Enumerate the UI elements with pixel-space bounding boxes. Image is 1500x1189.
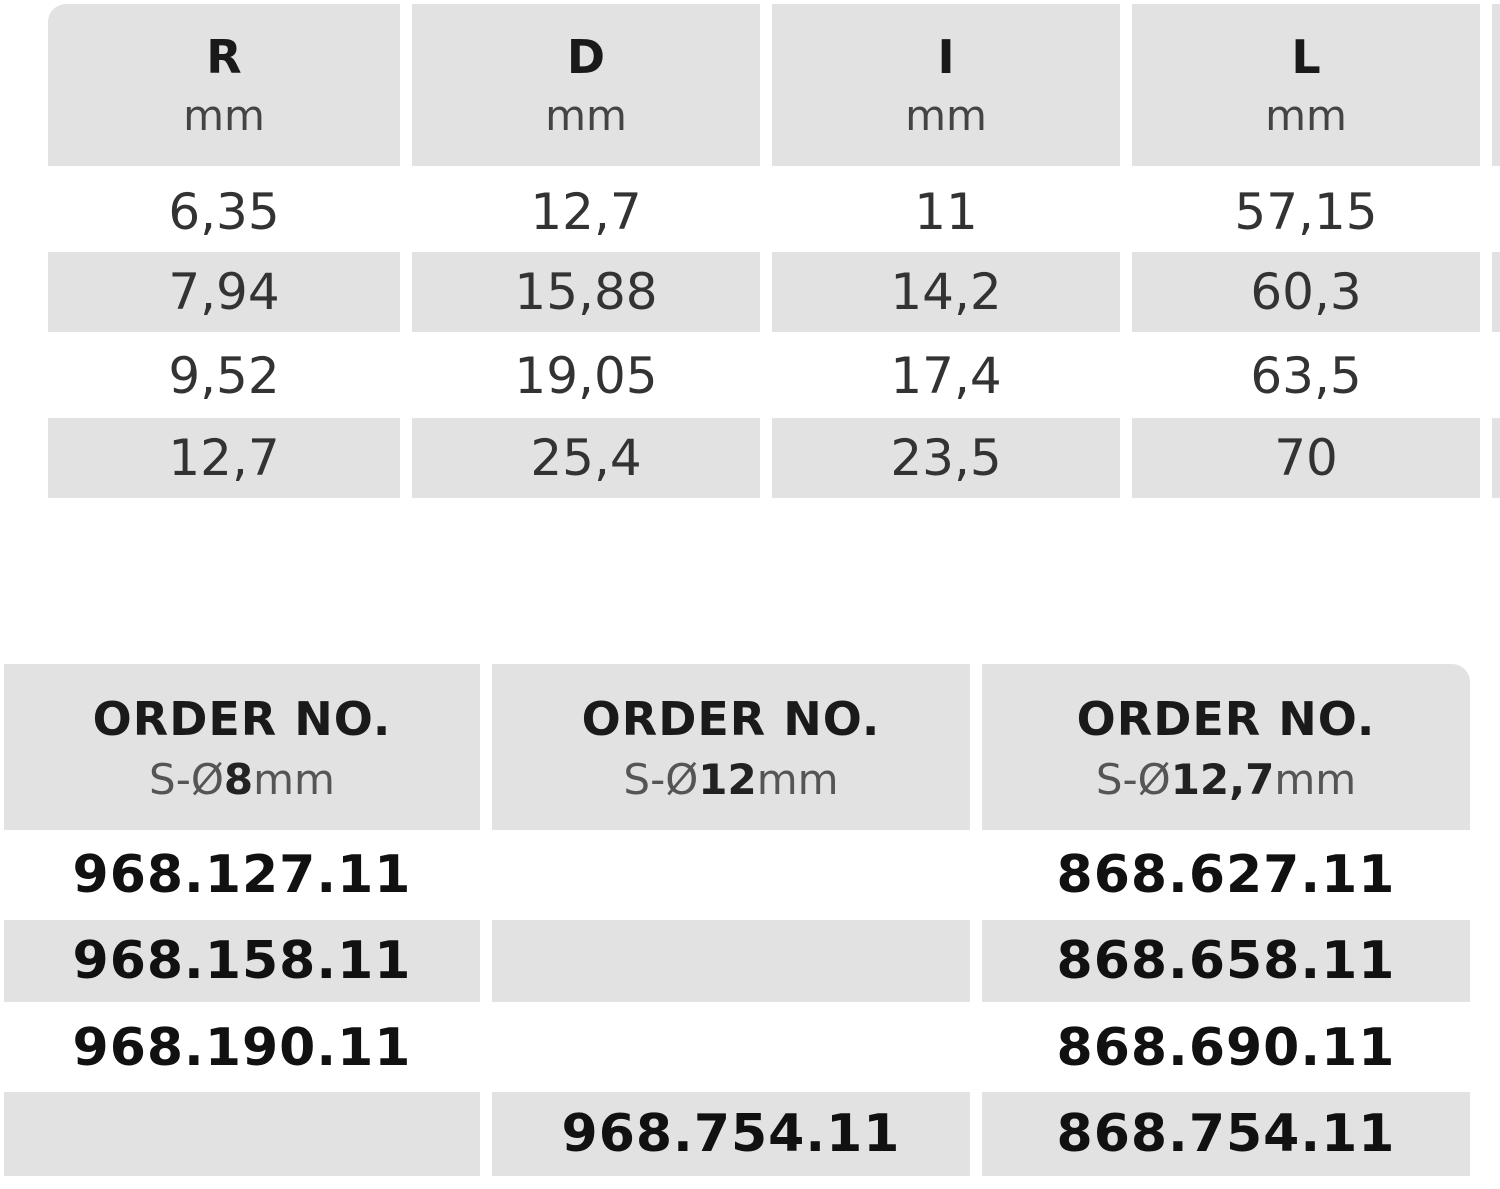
header-unit: mm [545, 91, 627, 140]
header-unit: mm [183, 91, 265, 140]
table-cell: 868.690.11 [982, 1006, 1470, 1090]
cell-value: 14,2 [890, 263, 1002, 321]
header-label: ORDER NO. [1076, 692, 1376, 746]
header-label: I [937, 30, 955, 84]
unit-suffix: mm [756, 755, 839, 804]
header-unit: S-Ø12mm [623, 752, 838, 808]
table-cell: 57,15 [1132, 174, 1480, 250]
order-number: 868.754.11 [1056, 1104, 1396, 1164]
table-cell: 868.754.11 [982, 1092, 1470, 1176]
header-cell: ORDER NO. S-Ø12mm [492, 664, 970, 830]
cell-value: 12,7 [168, 429, 280, 487]
table-cell: 63,5 [1132, 338, 1480, 414]
unit-prefix: S-Ø [623, 755, 699, 804]
order-number: 968.127.11 [72, 845, 412, 905]
unit-size: 8 [223, 755, 254, 804]
cell-value: 25,4 [530, 429, 642, 487]
header-label: ORDER NO. [92, 692, 392, 746]
header-unit: mm [1265, 91, 1347, 140]
header-unit: mm [905, 91, 987, 140]
table-cell: 868.627.11 [982, 838, 1470, 912]
cell-value: 60,3 [1250, 263, 1362, 321]
table-cell [492, 1006, 970, 1090]
table-cell: 968.127.11 [4, 838, 480, 912]
cell-edge [1492, 418, 1500, 498]
cell-value: 15,88 [514, 263, 658, 321]
unit-prefix: S-Ø [1095, 755, 1171, 804]
cell-value: 23,5 [890, 429, 1002, 487]
order-number: 868.627.11 [1056, 845, 1396, 905]
order-number: 968.754.11 [561, 1104, 901, 1164]
unit-size: 12,7 [1170, 755, 1275, 804]
order-number: 968.158.11 [72, 931, 412, 991]
table-cell: 25,4 [412, 418, 760, 498]
table-cell: 968.158.11 [4, 920, 480, 1002]
table-cell: 11 [772, 174, 1120, 250]
table-cell: 968.190.11 [4, 1006, 480, 1090]
table-cell: 968.754.11 [492, 1092, 970, 1176]
cell-value: 63,5 [1250, 347, 1362, 405]
table-cell [492, 920, 970, 1002]
cell-value: 17,4 [890, 347, 1002, 405]
table-cell: 9,52 [48, 338, 400, 414]
header-label: L [1291, 30, 1321, 84]
order-number: 868.690.11 [1056, 1018, 1396, 1078]
header-cell: ORDER NO. S-Ø8mm [4, 664, 480, 830]
table-cell: 12,7 [48, 418, 400, 498]
unit-size: 12 [698, 755, 757, 804]
unit-suffix: mm [1274, 755, 1357, 804]
header-unit: S-Ø8mm [149, 752, 335, 808]
order-number: 868.658.11 [1056, 931, 1396, 991]
unit-prefix: S-Ø [149, 755, 224, 804]
table-cell: 12,7 [412, 174, 760, 250]
table-cell: 23,5 [772, 418, 1120, 498]
table-cell: 868.658.11 [982, 920, 1470, 1002]
table-cell: 7,94 [48, 252, 400, 332]
table-cell: 15,88 [412, 252, 760, 332]
cell-value: 70 [1274, 429, 1338, 487]
table-cell: 6,35 [48, 174, 400, 250]
header-label: ORDER NO. [581, 692, 881, 746]
header-label: R [206, 30, 242, 84]
cell-value: 6,35 [168, 183, 280, 241]
header-label: D [566, 30, 606, 84]
table-cell: 19,05 [412, 338, 760, 414]
cell-value: 9,52 [168, 347, 280, 405]
cell-value: 7,94 [168, 263, 280, 321]
table-cell: 70 [1132, 418, 1480, 498]
cell-edge [1492, 4, 1500, 166]
table-cell [4, 1092, 480, 1176]
table-cell: 17,4 [772, 338, 1120, 414]
unit-suffix: mm [253, 755, 335, 804]
header-unit: S-Ø12,7mm [1096, 752, 1356, 808]
cell-value: 12,7 [530, 183, 642, 241]
order-number: 968.190.11 [72, 1018, 412, 1078]
table-cell: 60,3 [1132, 252, 1480, 332]
table-cell: 14,2 [772, 252, 1120, 332]
table-cell [492, 838, 970, 912]
cell-value: 19,05 [514, 347, 658, 405]
cell-value: 11 [914, 183, 978, 241]
header-cell: ORDER NO. S-Ø12,7mm [982, 664, 1470, 830]
cell-edge [1492, 252, 1500, 332]
cell-value: 57,15 [1234, 183, 1378, 241]
